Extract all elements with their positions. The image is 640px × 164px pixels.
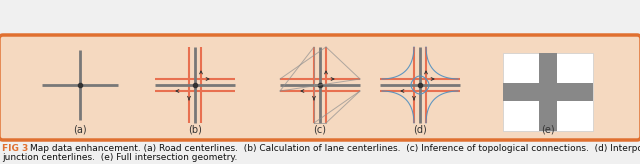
Text: (e): (e) xyxy=(541,124,555,134)
Text: (b): (b) xyxy=(188,124,202,134)
Text: (c): (c) xyxy=(314,124,326,134)
Text: FIG 3: FIG 3 xyxy=(2,144,28,153)
FancyBboxPatch shape xyxy=(0,35,640,140)
Bar xyxy=(539,53,557,131)
Text: junction centerlines.  (e) Full intersection geometry.: junction centerlines. (e) Full intersect… xyxy=(2,153,237,162)
Bar xyxy=(503,83,593,101)
Text: (d): (d) xyxy=(413,124,427,134)
Text: Map data enhancement. (a) Road centerlines.  (b) Calculation of lane centerlines: Map data enhancement. (a) Road centerlin… xyxy=(30,144,640,153)
Bar xyxy=(503,53,593,131)
Text: (a): (a) xyxy=(73,124,87,134)
